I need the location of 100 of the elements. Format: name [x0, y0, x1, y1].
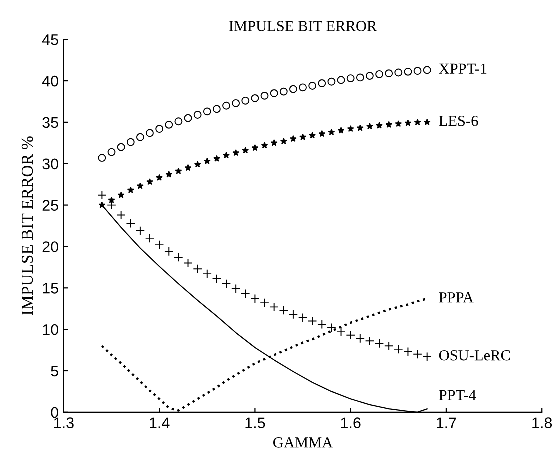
- point: [126, 138, 135, 146]
- point: [337, 76, 346, 84]
- point: [175, 168, 182, 174]
- y-tick-label: 5: [51, 366, 58, 377]
- point: [317, 320, 327, 330]
- x-tick-label: 1.5: [246, 418, 266, 428]
- point: [174, 118, 183, 126]
- point: [365, 336, 375, 346]
- point: [394, 68, 403, 77]
- point: [356, 124, 364, 132]
- point: [270, 302, 279, 312]
- point: [240, 289, 250, 299]
- y-tick-label: 35: [42, 117, 58, 128]
- point: [308, 316, 318, 326]
- point: [318, 80, 326, 88]
- series-label: PPT-4: [439, 390, 476, 400]
- point: [146, 129, 154, 138]
- point: [347, 125, 354, 132]
- y-tick-label: 20: [42, 242, 58, 252]
- point: [116, 210, 126, 220]
- point: [414, 118, 422, 126]
- point: [404, 68, 412, 76]
- point: [270, 90, 278, 98]
- series-label: OSU-LeRC: [439, 350, 510, 361]
- point: [126, 218, 136, 228]
- point: [414, 67, 422, 76]
- point: [118, 192, 125, 198]
- point: [395, 120, 402, 128]
- point: [261, 142, 268, 149]
- point: [404, 120, 412, 126]
- point: [203, 108, 212, 116]
- point: [252, 144, 259, 152]
- point: [280, 88, 288, 96]
- point: [318, 130, 326, 138]
- point: [222, 279, 232, 289]
- point: [242, 147, 250, 154]
- y-tick-label: 30: [42, 158, 58, 170]
- x-tick-label: 1.6: [341, 418, 361, 428]
- point: [356, 74, 364, 82]
- x-axis-title: GAMMA: [274, 438, 334, 448]
- point: [290, 135, 297, 142]
- point: [338, 127, 345, 134]
- point: [327, 323, 336, 333]
- point: [270, 140, 278, 146]
- point: [328, 78, 336, 86]
- point: [242, 96, 250, 105]
- point: [404, 347, 413, 357]
- point: [336, 327, 346, 337]
- point: [117, 143, 126, 152]
- point: [232, 99, 240, 108]
- point: [366, 72, 374, 80]
- point: [108, 196, 116, 204]
- point: [193, 264, 202, 274]
- point: [279, 306, 289, 316]
- point: [374, 338, 384, 348]
- point: [288, 310, 298, 320]
- chart-title: IMPULSE BIT ERROR: [229, 21, 378, 32]
- point: [154, 240, 164, 250]
- point: [356, 334, 366, 344]
- point: [202, 269, 212, 279]
- y-tick-label: 45: [42, 34, 58, 46]
- point: [184, 114, 192, 122]
- y-tick-label: 40: [42, 76, 58, 87]
- point: [328, 128, 336, 136]
- point: [346, 330, 356, 340]
- point: [156, 125, 164, 134]
- point: [223, 152, 230, 159]
- point: [231, 284, 241, 294]
- point: [423, 66, 432, 74]
- point: [299, 84, 307, 92]
- point: [309, 132, 316, 139]
- point: [204, 158, 211, 164]
- point: [166, 171, 173, 178]
- point: [136, 182, 144, 190]
- point: [136, 133, 144, 142]
- y-tick-label: 15: [43, 283, 58, 294]
- point: [145, 234, 155, 244]
- x-tick-label: 1.7: [437, 418, 456, 428]
- y-tick-label: 25: [42, 200, 58, 211]
- point: [232, 149, 240, 156]
- point: [260, 92, 269, 100]
- x-tick-label: 1.3: [54, 418, 74, 428]
- point: [184, 164, 192, 172]
- point: [290, 85, 298, 94]
- y-tick-label: 10: [43, 324, 58, 336]
- point: [136, 226, 146, 236]
- point: [251, 94, 260, 102]
- point: [250, 294, 260, 304]
- point: [174, 252, 184, 262]
- point: [376, 70, 384, 78]
- point: [213, 155, 220, 162]
- point: [386, 121, 393, 128]
- point: [108, 148, 116, 156]
- point: [184, 258, 193, 268]
- point: [98, 190, 107, 200]
- y-axis-title: IMPULSE BIT ERROR %: [22, 136, 34, 316]
- point: [422, 352, 432, 362]
- point: [222, 102, 230, 110]
- point: [366, 122, 374, 130]
- point: [424, 118, 431, 126]
